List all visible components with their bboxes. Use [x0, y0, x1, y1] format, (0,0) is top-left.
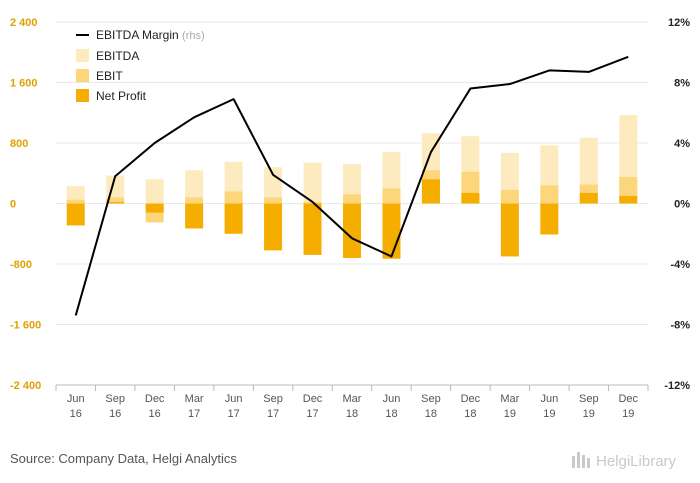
legend-label: Net Profit: [96, 89, 147, 103]
y-left-tick-label: 2 400: [10, 17, 38, 29]
x-tick-label: 19: [504, 408, 516, 420]
x-tick-label: Jun: [383, 393, 401, 405]
y-left-tick-label: 1 600: [10, 78, 38, 90]
y-right-tick-label: 12%: [668, 17, 690, 29]
legend-swatch: [76, 49, 89, 62]
ebitda-bar: [66, 186, 85, 204]
x-tick-label: 18: [425, 408, 437, 420]
x-tick-label: Sep: [421, 393, 441, 405]
ebitda-bar: [106, 175, 125, 204]
legend-label: EBITDA: [96, 49, 139, 63]
ebit-bar: [500, 189, 519, 204]
ebit-bar: [185, 197, 204, 204]
y-right-tick-label: -8%: [670, 320, 690, 332]
legend-label: EBIT: [96, 69, 123, 83]
legend: EBITDA Margin (rhs) EBITDA EBIT Net Profit: [76, 28, 205, 103]
ebitda-bar: [264, 167, 283, 204]
net-profit-bar: [579, 192, 598, 204]
ebit-bar: [66, 199, 85, 204]
helgi-library-logo: HelgiLibrary: [572, 452, 677, 470]
x-tick-label: 17: [227, 408, 239, 420]
x-tick-label: Jun: [225, 393, 243, 405]
ebitda-bar: [343, 164, 361, 204]
net-profit-bar: [619, 195, 638, 204]
axes: 2 400 12% 1 600 8% 800 4% 0 0% -800 -4% -1 600 -8% -…: [10, 17, 690, 420]
x-tick-label: Mar: [185, 393, 204, 405]
x-tick-label: 18: [385, 408, 397, 420]
y-left-tick-label: -1 600: [10, 320, 41, 332]
ebitda-margin-line: [74, 55, 629, 316]
y-right-tick-label: 8%: [674, 78, 690, 90]
legend-label: EBITDA Margin (rhs): [96, 28, 205, 42]
net-profit-bar: [421, 179, 440, 204]
y-left-tick-label: 0: [10, 199, 16, 211]
logo-wordmark: HelgiLibrary: [596, 453, 677, 470]
legend-swatch: [76, 69, 89, 82]
y-left-tick-label: -800: [10, 259, 32, 271]
x-tick-label: Sep: [105, 393, 125, 405]
ebit-bar: [264, 197, 283, 204]
x-tick-label: 19: [583, 408, 595, 420]
ebit-bar: [343, 194, 361, 204]
x-tick-label: 17: [188, 408, 200, 420]
ebitda-bar: [145, 179, 164, 204]
x-tick-label: 16: [109, 408, 121, 420]
x-tick-label: 16: [149, 408, 161, 420]
y-right-tick-label: -12%: [664, 380, 690, 392]
ebit-bar: [382, 188, 401, 204]
net-profit-bar: [66, 203, 85, 226]
ebitda-bar: [185, 170, 204, 204]
net-profit-bar: [500, 203, 519, 257]
net-profit-bar: [461, 192, 480, 204]
x-tick-label: Jun: [67, 393, 85, 405]
x-tick-label: Dec: [145, 393, 165, 405]
net-profit-bar: [343, 203, 361, 258]
net-profit-bar: [303, 203, 322, 255]
x-tick-label: 19: [622, 408, 634, 420]
net-profit-bar: [264, 203, 283, 251]
net-profit-bar: [185, 203, 204, 229]
x-tick-label: 17: [306, 408, 318, 420]
x-tick-label: Dec: [461, 393, 481, 405]
ebitda-bar: [303, 162, 322, 204]
legend-swatch: [76, 89, 89, 102]
y-right-tick-label: 0%: [674, 199, 690, 211]
y-right-tick-label: 4%: [674, 138, 690, 150]
x-tick-label: Mar: [343, 393, 362, 405]
x-tick-label: 16: [70, 408, 82, 420]
y-left-tick-label: -2 400: [10, 380, 41, 392]
margin-line: [74, 55, 629, 316]
x-tick-label: Mar: [500, 393, 519, 405]
net-profit-bar: [224, 203, 243, 234]
ebit-bar: [106, 197, 125, 204]
x-tick-label: Sep: [579, 393, 599, 405]
net-profit-bar: [106, 201, 125, 204]
net-profit-bar: [382, 203, 401, 259]
source-text: Source: Company Data, Helgi Analytics: [10, 451, 237, 466]
x-tick-label: Dec: [618, 393, 638, 405]
x-tick-label: Sep: [263, 393, 283, 405]
x-tick-label: 19: [543, 408, 555, 420]
y-right-tick-label: -4%: [670, 259, 690, 271]
x-tick-label: 18: [346, 408, 358, 420]
x-tick-label: 18: [464, 408, 476, 420]
net-profit-bar: [145, 203, 164, 213]
net-profit-bar: [540, 203, 559, 235]
x-tick-label: 17: [267, 408, 279, 420]
y-left-tick-label: 800: [10, 138, 28, 150]
ebit-bar: [540, 185, 559, 204]
ebit-bar: [224, 191, 243, 204]
x-tick-label: Dec: [303, 393, 323, 405]
x-tick-label: Jun: [540, 393, 558, 405]
